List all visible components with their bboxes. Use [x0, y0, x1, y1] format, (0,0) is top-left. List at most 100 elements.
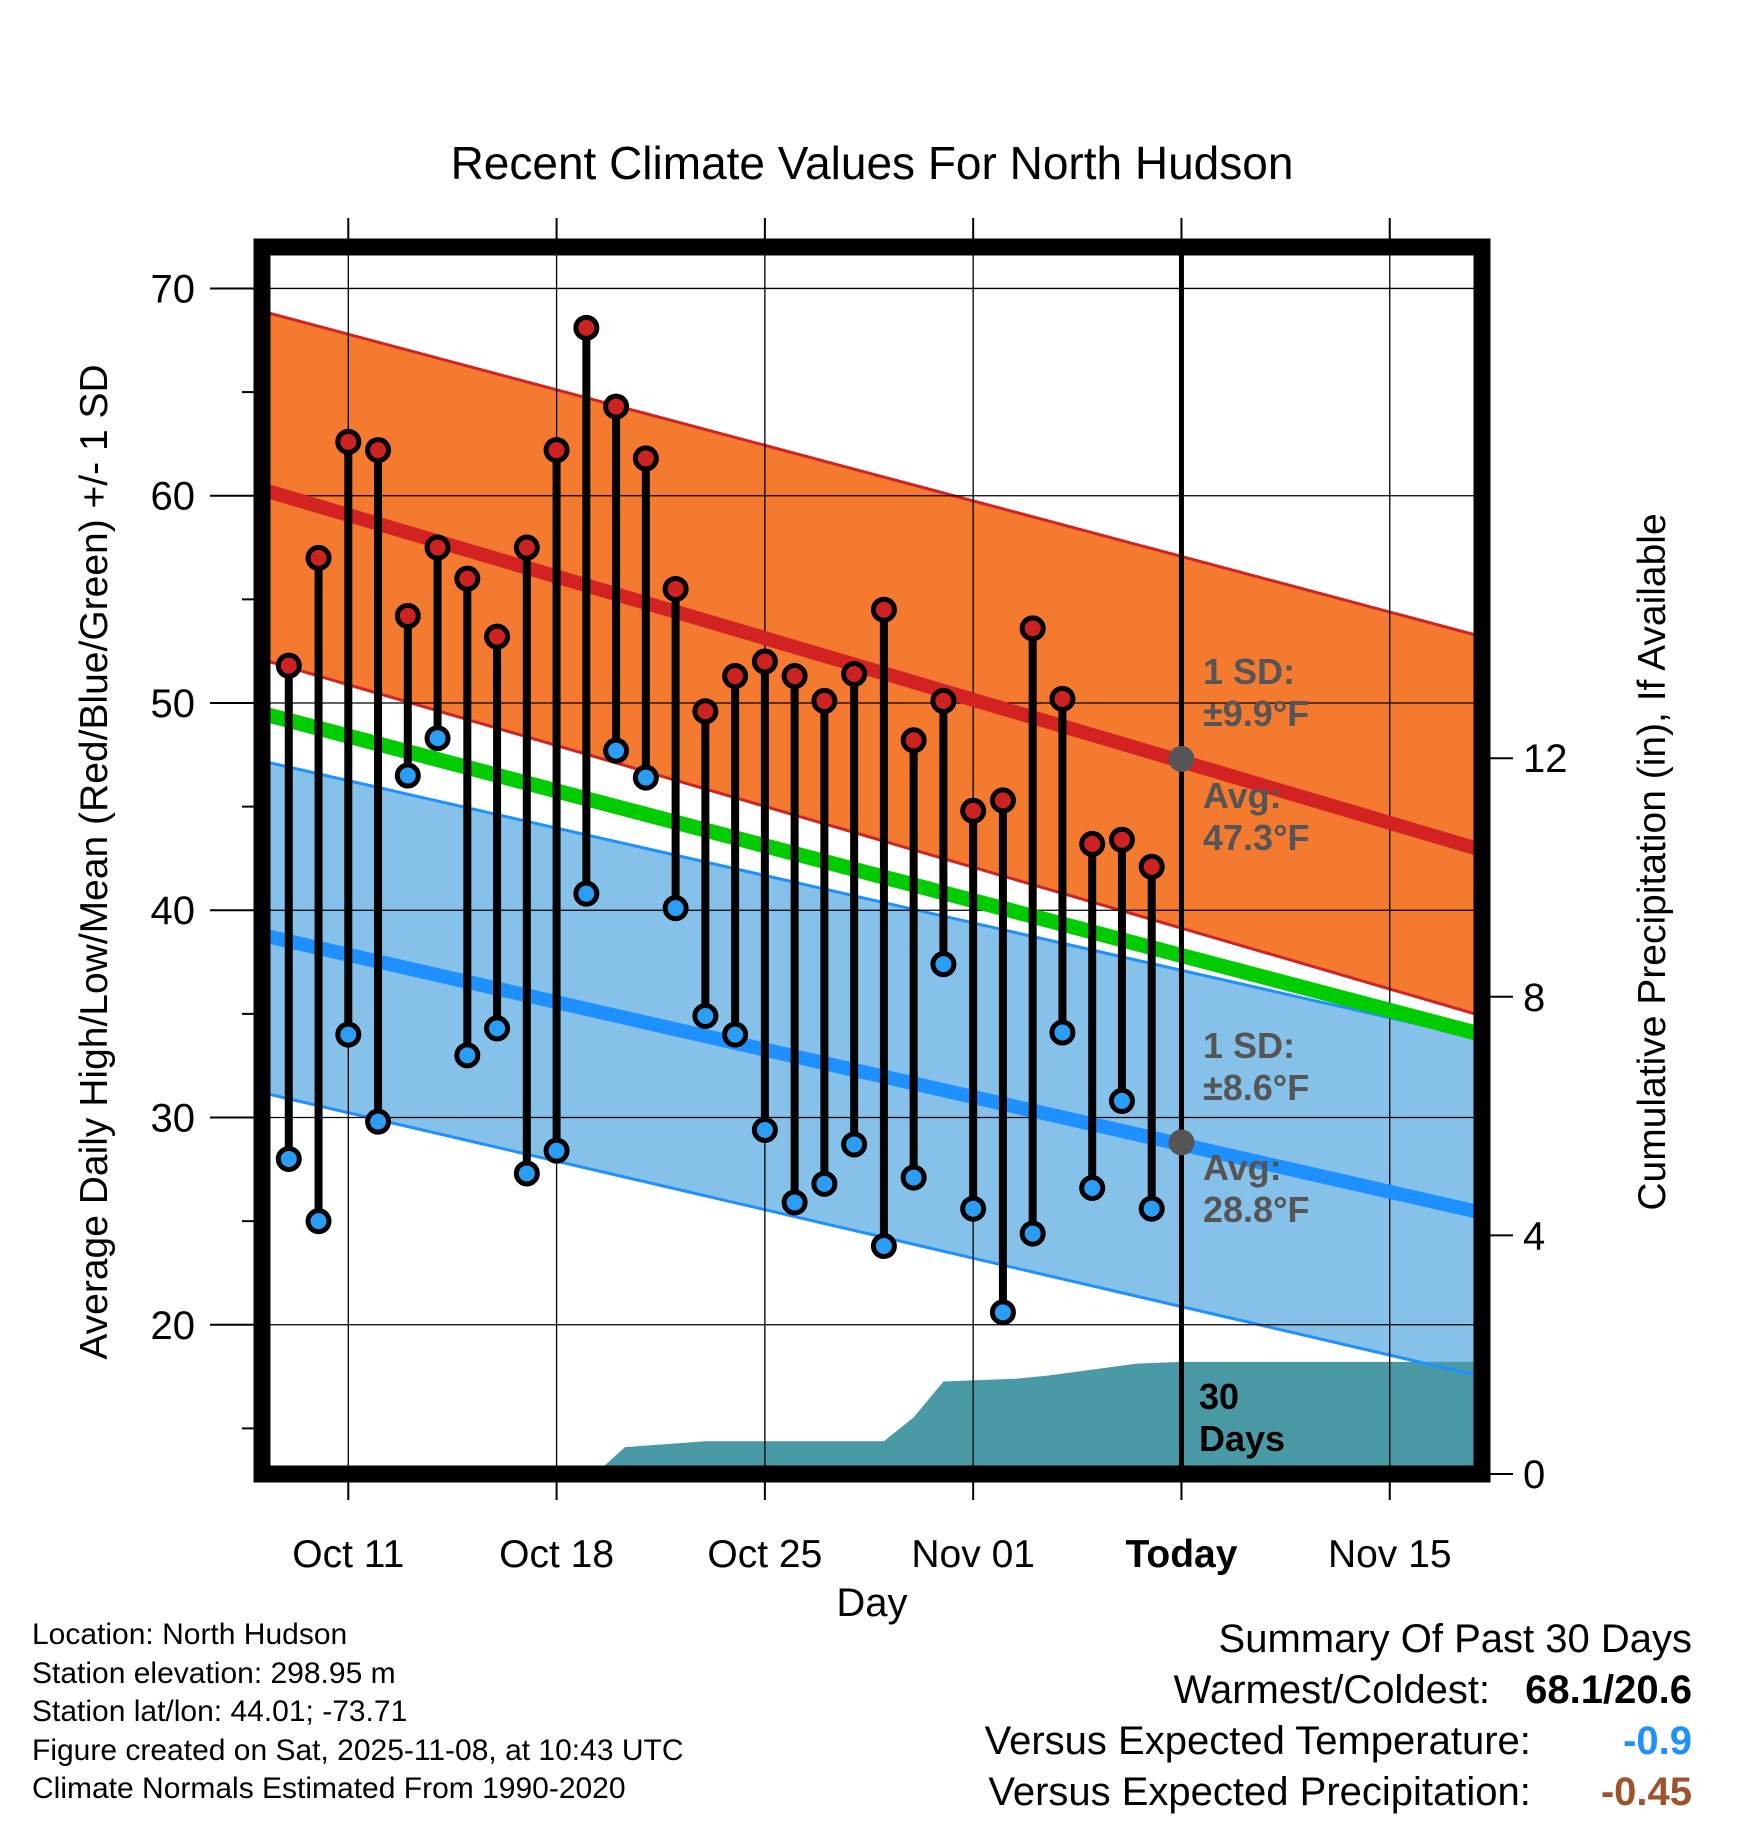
summary-temp: Versus Expected Temperature: -0.9: [985, 1716, 1692, 1767]
low-sd-annotation: 1 SD: ±8.6°F: [1203, 1025, 1309, 1108]
low-temp-point: [365, 1108, 392, 1135]
low-temp-point: [900, 1164, 927, 1191]
low-temp-point: [603, 737, 630, 764]
high-temp-point: [454, 565, 481, 592]
high-temp-point: [751, 648, 778, 675]
high-temp-point: [781, 663, 808, 690]
y2-tick-label: 8: [1523, 976, 1545, 1020]
summary-title: Summary Of Past 30 Days: [1218, 1617, 1692, 1661]
low-temp-point: [484, 1015, 511, 1042]
low-lower-edge: [262, 1091, 1482, 1379]
high-temp-point: [930, 687, 957, 714]
y-tick-label: 60: [151, 475, 196, 519]
high-temp-point: [692, 698, 719, 725]
low-temp-point: [543, 1137, 570, 1164]
x-tick-label: Oct 18: [499, 1533, 614, 1576]
y-tick-label: 40: [151, 889, 196, 933]
low-temp-point: [811, 1170, 838, 1197]
low-temp-point: [662, 895, 689, 922]
warm-cold-value: 68.1/20.6: [1525, 1668, 1692, 1712]
y-axis-label-left: Average Daily High/Low/Mean (Red/Blue/Gr…: [73, 364, 116, 1359]
high-temp-point: [1108, 826, 1135, 853]
x-tick-label: Oct 25: [707, 1533, 822, 1576]
low-temp-point: [930, 951, 957, 978]
high-temp-point: [870, 596, 897, 623]
high-temp-point: [1049, 685, 1076, 712]
low-temp-point: [960, 1195, 987, 1222]
high-temp-point: [900, 727, 927, 754]
low-temp-point: [1108, 1087, 1135, 1114]
high-temp-point: [365, 437, 392, 464]
chart-title: Recent Climate Values For North Hudson: [451, 137, 1294, 189]
low-temp-point: [335, 1021, 362, 1048]
y-axis-label-right: Cumulative Precipitation (in), If Availa…: [1631, 513, 1674, 1210]
high-temp-point: [424, 534, 451, 561]
y-tick-label: 70: [151, 267, 196, 311]
window-annotation: 30 Days: [1199, 1376, 1285, 1459]
summary-precip: Versus Expected Precipitation: -0.45: [985, 1767, 1692, 1818]
high-temp-point: [1138, 853, 1165, 880]
precip-departure-value: -0.45: [1600, 1770, 1692, 1814]
low-temp-point: [632, 764, 659, 791]
today-high-avg-marker: [1168, 745, 1195, 772]
y-tick-label: 30: [151, 1097, 196, 1141]
low-temp-point: [751, 1116, 778, 1143]
climate-normals-period: Climate Normals Estimated From 1990-2020: [32, 1772, 626, 1805]
station-elevation: Station elevation: 298.95 m: [32, 1656, 396, 1690]
low-avg-annotation: Avg: 28.8°F: [1203, 1147, 1309, 1230]
low-temp-point: [424, 725, 451, 752]
temp-departure-value: -0.9: [1623, 1719, 1692, 1763]
today-low-avg-marker: [1168, 1129, 1195, 1156]
high-temp-point: [305, 544, 332, 571]
summary-panel: Summary Of Past 30 Days Warmest/Coldest:…: [985, 1614, 1692, 1818]
y2-tick-label: 12: [1523, 737, 1568, 781]
low-temp-point: [722, 1021, 749, 1048]
summary-warm-cold: Warmest/Coldest: 68.1/20.6: [985, 1665, 1692, 1716]
high-temp-point: [573, 314, 600, 341]
low-temp-point: [275, 1145, 302, 1172]
warm-cold-label: Warmest/Coldest:: [1173, 1668, 1491, 1712]
low-temp-point: [989, 1299, 1016, 1326]
low-temp-point: [1049, 1019, 1076, 1046]
high-sd-annotation: 1 SD: ±9.9°F: [1203, 651, 1309, 734]
high-upper-edge: [262, 309, 1482, 639]
high-temp-point: [632, 445, 659, 472]
y2-tick-label: 4: [1523, 1214, 1545, 1258]
high-temp-point: [543, 437, 570, 464]
low-temp-point: [841, 1131, 868, 1158]
precip-departure-label: Versus Expected Precipitation:: [988, 1770, 1531, 1814]
high-temp-point: [811, 687, 838, 714]
plot-frame: [253, 238, 1491, 1483]
high-temp-point: [841, 660, 868, 687]
high-temp-point: [722, 663, 749, 690]
station-location: Location: North Hudson: [32, 1618, 348, 1651]
low-temp-point: [1019, 1220, 1046, 1247]
low-temp-point: [692, 1002, 719, 1029]
high-temp-point: [1079, 830, 1106, 857]
temp-departure-label: Versus Expected Temperature:: [984, 1719, 1531, 1763]
y2-tick-label: 0: [1523, 1453, 1545, 1497]
station-latlon: Station lat/lon: 44.01; -73.71: [32, 1695, 408, 1728]
low-temp-point: [513, 1160, 540, 1187]
x-tick-label: Today: [1125, 1533, 1237, 1576]
high-temp-point: [1019, 615, 1046, 642]
high-temp-point: [484, 623, 511, 650]
high-temp-point: [513, 534, 540, 561]
low-temp-point: [870, 1233, 897, 1260]
high-temp-point: [662, 575, 689, 602]
low-temp-point: [305, 1208, 332, 1235]
low-temp-point: [573, 880, 600, 907]
high-temp-point: [275, 652, 302, 679]
high-avg-line: [262, 482, 1482, 857]
low-temp-point: [394, 762, 421, 789]
high-temp-point: [394, 602, 421, 629]
station-info: Location: North Hudson Station elevation…: [32, 1616, 684, 1809]
low-temp-point: [1138, 1195, 1165, 1222]
y-tick-label: 20: [151, 1304, 196, 1348]
low-temp-point: [454, 1042, 481, 1069]
high-temp-point: [960, 797, 987, 824]
x-tick-label: Nov 01: [911, 1533, 1035, 1576]
high-temp-point: [335, 428, 362, 455]
high-temp-point: [603, 393, 630, 420]
